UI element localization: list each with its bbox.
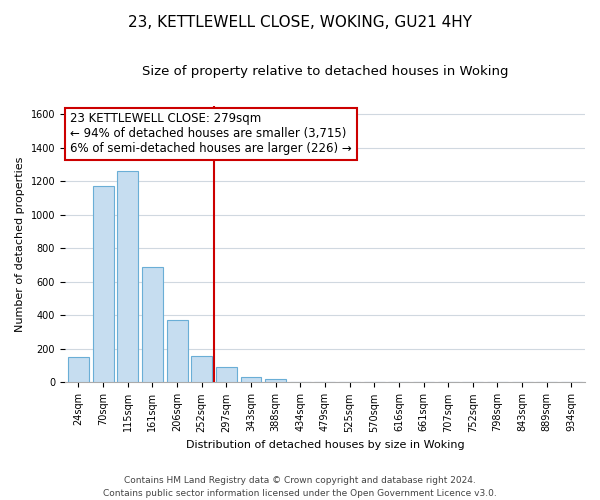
Bar (191, 356, 212, 382)
Text: Contains HM Land Registry data © Crown copyright and database right 2024.
Contai: Contains HM Land Registry data © Crown c… (103, 476, 497, 498)
Text: 23, KETTLEWELL CLOSE, WOKING, GU21 4HY: 23, KETTLEWELL CLOSE, WOKING, GU21 4HY (128, 15, 472, 30)
Bar (117, 171, 138, 382)
Bar (241, 376, 262, 382)
Bar (167, 320, 188, 382)
Bar (265, 379, 286, 382)
Text: 23 KETTLEWELL CLOSE: 279sqm
← 94% of detached houses are smaller (3,715)
6% of s: 23 KETTLEWELL CLOSE: 279sqm ← 94% of det… (70, 112, 352, 156)
Title: Size of property relative to detached houses in Woking: Size of property relative to detached ho… (142, 65, 508, 78)
Bar (142, 268, 163, 382)
X-axis label: Distribution of detached houses by size in Woking: Distribution of detached houses by size … (185, 440, 464, 450)
Bar (68, 358, 89, 382)
Bar (92, 186, 113, 382)
Bar (216, 366, 237, 382)
Y-axis label: Number of detached properties: Number of detached properties (15, 156, 25, 332)
